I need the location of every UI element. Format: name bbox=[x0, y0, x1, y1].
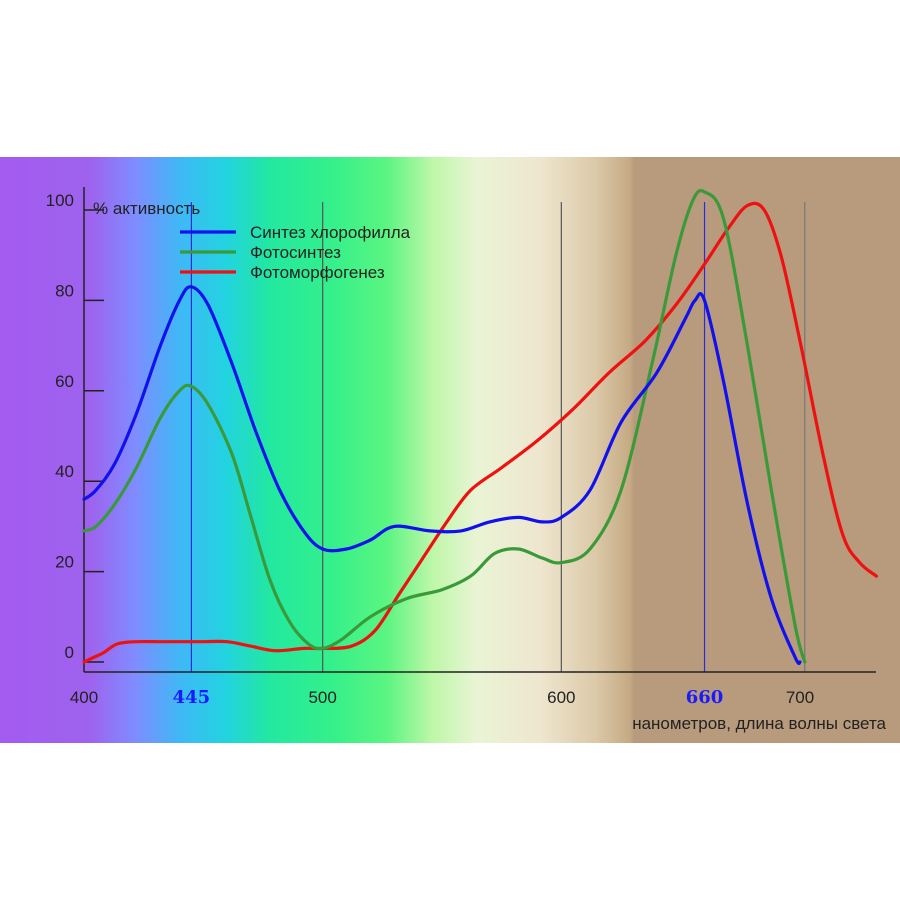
series-line-chlorophyll-synthesis bbox=[82, 285, 802, 665]
x-axis-ticks: 400 445 500 600 660 700 bbox=[70, 687, 814, 708]
legend: Синтез хлорофиллаФотосинтезФотоморфогене… bbox=[180, 223, 411, 282]
guide-lines bbox=[190, 202, 806, 672]
series-line-photomorphogenesis bbox=[82, 201, 878, 664]
y-axis-title: % активность bbox=[93, 199, 200, 218]
y-tick-label-40: 40 bbox=[55, 462, 74, 481]
chart-panel: 0 20 40 60 80 100 400 445 500 600 660 700 % активн… bbox=[0, 157, 900, 743]
x-tick-label-445: 445 bbox=[173, 687, 211, 708]
x-tick-label-700: 700 bbox=[786, 688, 814, 707]
y-tick-label-0: 0 bbox=[65, 643, 74, 662]
y-tick-label-60: 60 bbox=[55, 372, 74, 391]
x-tick-label-600: 600 bbox=[547, 688, 575, 707]
y-tick-label-20: 20 bbox=[55, 553, 74, 572]
axes bbox=[83, 187, 876, 673]
spectrum-background bbox=[0, 157, 900, 743]
legend-label-chlorophyll-synthesis: Синтез хлорофилла bbox=[250, 223, 411, 242]
legend-label-photosynthesis: Фотосинтез bbox=[250, 243, 341, 262]
x-tick-label-500: 500 bbox=[308, 688, 336, 707]
y-tick-label-80: 80 bbox=[55, 281, 74, 300]
y-axis-ticks: 0 20 40 60 80 100 bbox=[46, 191, 104, 663]
x-tick-label-400: 400 bbox=[70, 688, 98, 707]
activity-spectrum-chart: 0 20 40 60 80 100 400 445 500 600 660 700 % активн… bbox=[0, 157, 900, 743]
y-tick-label-100: 100 bbox=[46, 191, 74, 210]
legend-label-photomorphogenesis: Фотоморфогенез bbox=[250, 263, 385, 282]
series-layer bbox=[82, 188, 878, 665]
x-axis-title: нанометров, длина волны света bbox=[632, 714, 886, 733]
series-line-photosynthesis bbox=[82, 188, 807, 664]
x-tick-label-660: 660 bbox=[686, 687, 724, 708]
